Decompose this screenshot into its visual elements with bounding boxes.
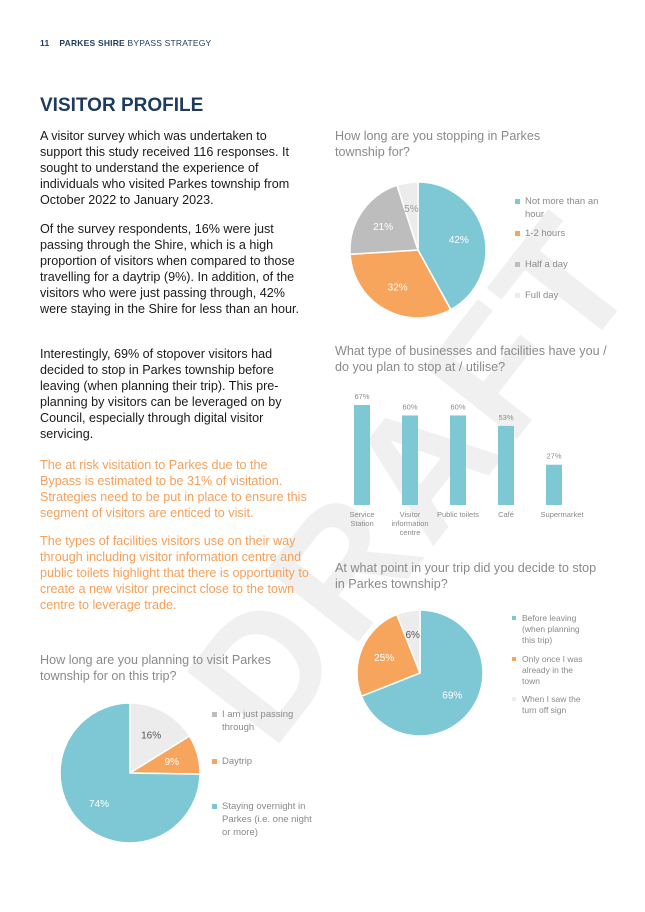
chart3-slice-2	[395, 609, 421, 674]
paragraph-facilities: The types of facilities visitors use on …	[40, 534, 309, 612]
chart2-value-label-3: 53%	[498, 413, 513, 422]
paragraph-passing-through: Of the survey respondents, 16% were just…	[40, 222, 300, 316]
chart1-legend-item-3: Full day	[515, 289, 615, 302]
chart1-legend-item-1: 1-2 hours	[515, 227, 615, 240]
chart1-label-0: 42%	[449, 235, 469, 246]
chart4-legend-item-0: I am just passing through	[212, 708, 312, 734]
chart4-slice-2	[59, 702, 201, 844]
chart1-slice-1	[349, 249, 452, 319]
chart3-legend-item-0: Before leaving (when planning this trip)	[512, 613, 592, 646]
chart2-value-label-2: 60%	[450, 402, 465, 411]
chart3-legend-item-1: Only once I was already in the town	[512, 654, 592, 687]
chart2-value-label-4: 27%	[546, 452, 561, 461]
chart2-bar-3	[498, 425, 514, 505]
chart1-slice-2	[349, 184, 420, 256]
chart2-category-label-3: Café	[498, 510, 514, 519]
chart3-title: At what point in your trip did you decid…	[335, 561, 597, 591]
chart3-legend-item-2: When I saw the turn off sign	[512, 694, 592, 716]
paragraph-survey: A visitor survey which was undertaken to…	[40, 129, 290, 207]
chart-stopping-duration: 42% 32% 21% 5%	[349, 181, 487, 319]
chart1-legend-item-0: Not more than an hour	[515, 195, 615, 221]
chart1-legend-item-2: Half a day	[515, 258, 615, 271]
chart2-value-label-1: 60%	[402, 402, 417, 411]
chart1-title: How long are you stopping in Parkes town…	[335, 129, 541, 159]
chart4-label-0: 16%	[141, 731, 161, 742]
chart4-legend-label-2: Staying overnight in Parkes (i.e. one ni…	[222, 801, 312, 838]
page-number: 11	[40, 38, 50, 48]
chart1-legend-label-1: 1-2 hours	[525, 228, 566, 239]
chart2-category-label-1: Visitor information centre	[391, 510, 428, 537]
chart4-title: How long are you planning to visit Parke…	[40, 653, 272, 683]
chart2-category-label-0: Service Station	[349, 510, 374, 528]
chart3-legend-swatch-0	[512, 616, 516, 620]
chart3-label-0: 69%	[442, 690, 462, 701]
chart2-bar-2	[450, 415, 466, 505]
chart3-legend-label-2: When I saw the turn off sign	[522, 694, 581, 715]
header-doc-bold: PARKES SHIRE	[59, 38, 125, 48]
chart4-legend-label-1: Daytrip	[222, 756, 253, 767]
chart2-value-label-0: 67%	[354, 392, 369, 401]
chart1-legend-label-2: Half a day	[525, 259, 568, 270]
header-doc-rest: BYPASS STRATEGY	[124, 38, 212, 48]
chart-visit-length: 16% 9% 74%	[59, 702, 201, 844]
chart1-legend-label-0: Not more than an hour	[525, 196, 599, 220]
page-title: VISITOR PROFILE	[40, 95, 204, 116]
chart3-slice-0	[360, 609, 484, 737]
chart1-slice-3	[396, 181, 419, 251]
chart4-legend-swatch-2	[212, 804, 217, 809]
chart4-legend-item-2: Staying overnight in Parkes (i.e. one ni…	[212, 800, 312, 839]
chart1-slice-0	[417, 181, 487, 311]
chart4-slice-0	[129, 702, 191, 775]
chart3-label-2: 6%	[405, 630, 420, 641]
chart3-legend-label-0: Before leaving (when planning this trip)	[522, 613, 580, 645]
chart4-label-1: 9%	[165, 757, 180, 768]
chart1-legend-swatch-1	[515, 231, 520, 236]
paragraph-stopover: Interestingly, 69% of stopover visitors …	[40, 347, 282, 441]
chart1-label-2: 21%	[373, 222, 393, 233]
chart3-legend-swatch-1	[512, 657, 516, 661]
chart3-legend-swatch-2	[512, 697, 516, 701]
chart2-bar-4	[546, 464, 562, 505]
chart4-legend-swatch-1	[212, 759, 217, 764]
chart4-legend-swatch-0	[212, 712, 217, 717]
paragraph-at-risk: The at risk visitation to Parkes due to …	[40, 458, 307, 520]
chart2-bar-1	[402, 415, 418, 505]
chart2-bar-0	[354, 405, 370, 505]
chart2-title: What type of businesses and facilities h…	[335, 344, 607, 374]
chart2-category-label-2: Public toilets	[437, 510, 479, 519]
chart1-legend-label-3: Full day	[525, 290, 559, 301]
chart2-category-label-4: Supermarket	[541, 510, 585, 519]
chart1-legend-swatch-2	[515, 262, 520, 267]
chart-decision-point: 69% 25% 6%	[356, 609, 484, 737]
chart1-legend-swatch-0	[515, 199, 520, 204]
chart1-label-1: 32%	[388, 282, 408, 293]
chart1-legend-swatch-3	[515, 293, 520, 298]
chart3-label-1: 25%	[374, 653, 394, 664]
chart4-legend-item-1: Daytrip	[212, 755, 312, 768]
page-header: 11 PARKES SHIRE BYPASS STRATEGY	[40, 38, 211, 48]
chart-business-facilities: 67% Service Station 60% Visitor information ce…	[349, 392, 585, 537]
chart4-label-2: 74%	[89, 799, 109, 810]
chart1-label-3: 5%	[404, 204, 419, 215]
chart4-legend-label-0: I am just passing through	[222, 709, 294, 733]
chart3-legend-label-1: Only once I was already in the town	[522, 654, 583, 686]
